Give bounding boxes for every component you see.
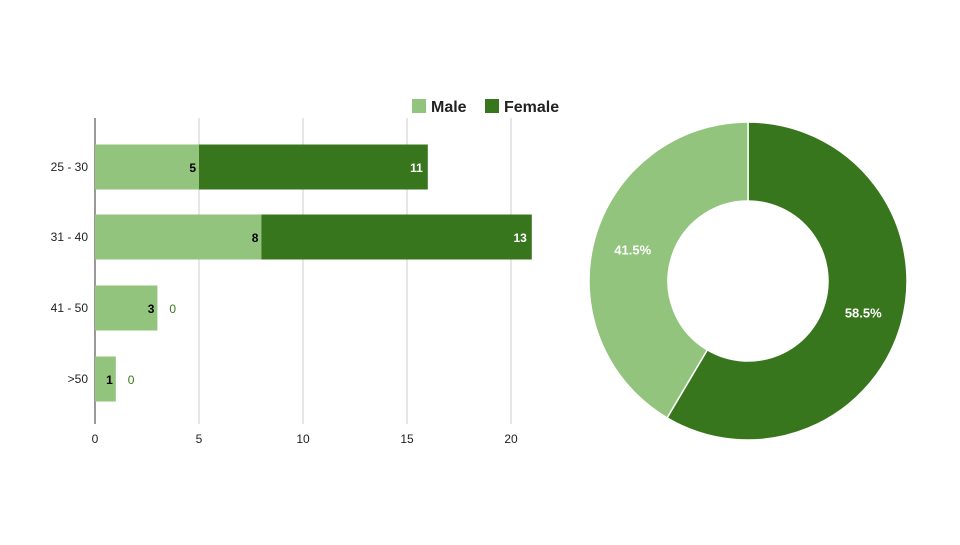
donut-label-male: 41.5%	[614, 242, 651, 257]
y-tick-label: 31 - 40	[51, 230, 89, 244]
x-tick-label: 15	[400, 432, 414, 446]
x-tick-label: 5	[196, 432, 203, 446]
legend: Male Female	[412, 99, 559, 116]
data-label-female: 11	[410, 161, 423, 175]
legend-label-female: Female	[504, 99, 559, 116]
y-tick-label: 25 - 30	[51, 160, 89, 174]
data-label-male: 8	[252, 231, 259, 245]
donut-slice-female	[666, 121, 908, 441]
x-tick-label: 10	[296, 432, 310, 446]
donut-slice-male	[588, 121, 749, 419]
bar-female-1	[261, 214, 532, 260]
data-label-female: 0	[169, 302, 176, 316]
y-tick-label: 41 - 50	[51, 301, 89, 315]
bar-male-0	[95, 144, 199, 190]
donut-label-female: 58.5%	[845, 306, 882, 321]
legend-label-male: Male	[431, 99, 467, 116]
data-label-male: 5	[189, 161, 196, 175]
data-label-female: 0	[128, 373, 135, 387]
x-tick-label: 0	[92, 432, 99, 446]
data-label-male: 3	[148, 302, 155, 316]
x-tick-label: 20	[504, 432, 518, 446]
donut-chart: 58.5% 41.5%	[588, 121, 908, 441]
bar-female-0	[199, 144, 428, 190]
y-tick-label: >50	[68, 372, 89, 386]
bar-male-2	[95, 285, 158, 331]
bar-male-1	[95, 214, 262, 260]
data-label-female: 13	[513, 231, 527, 245]
data-label-male: 1	[106, 373, 113, 387]
legend-swatch-male	[412, 99, 426, 113]
legend-swatch-female	[485, 99, 499, 113]
bar-male-3	[95, 356, 116, 402]
